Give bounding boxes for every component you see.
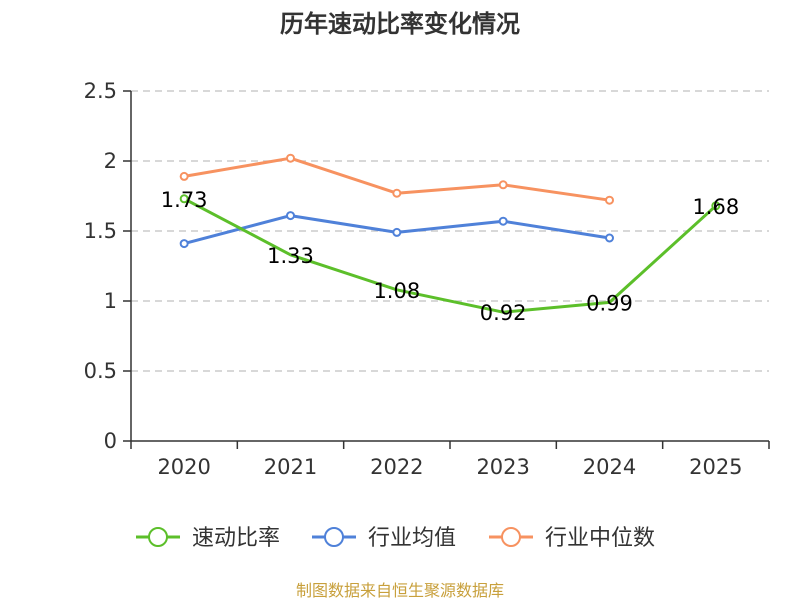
legend[interactable]: 速动比率 行业均值 行业中位数 (136, 526, 655, 551)
data-point (498, 180, 508, 190)
data-point (605, 195, 614, 205)
data-labels: 1.73 1.33 1.08 0.92 0.99 1.68 (161, 188, 739, 325)
y-tick-label: 1.5 (84, 219, 117, 243)
tick-labels: 0 0.5 1 1.5 2 2.5 2020 2021 2022 2023 2024 2025 (84, 79, 743, 479)
x-tick-label: 2025 (689, 455, 742, 479)
data-point (286, 153, 295, 163)
data-point (179, 239, 189, 249)
y-tick-label: 0 (104, 429, 117, 453)
data-point (392, 227, 402, 237)
series-line-0 (183, 197, 717, 314)
x-tick-label: 2021 (264, 455, 317, 479)
chart-title: 历年速动比率变化情况 (280, 10, 520, 38)
data-label: 0.92 (480, 301, 527, 325)
data-label: 1.08 (373, 279, 420, 303)
legend-item-2[interactable]: 行业中位数 (489, 526, 655, 551)
data-point (392, 188, 402, 198)
axes (123, 90, 770, 449)
source-note: 制图数据来自恒生聚源数据库 (296, 581, 504, 600)
data-point (179, 171, 189, 181)
legend-label: 行业中位数 (545, 526, 655, 551)
y-tick-label: 2 (104, 149, 117, 173)
y-tick-label: 2.5 (84, 79, 117, 103)
x-tick-label: 2024 (583, 455, 636, 479)
data-point (498, 216, 508, 226)
legend-marker (501, 527, 521, 547)
data-label: 1.68 (692, 195, 739, 219)
legend-marker (148, 527, 168, 547)
data-label: 0.99 (586, 291, 633, 315)
data-point (179, 194, 189, 204)
x-tick-label: 2020 (157, 455, 210, 479)
data-label: 1.73 (161, 188, 208, 212)
x-tick-label: 2023 (476, 455, 529, 479)
data-label: 1.33 (267, 244, 314, 268)
y-tick-label: 0.5 (84, 359, 117, 383)
y-tick-label: 1 (104, 289, 117, 313)
series-lines (179, 153, 721, 314)
data-point (711, 201, 721, 211)
data-point (605, 233, 614, 243)
legend-label: 速动比率 (192, 526, 280, 551)
legend-marker (324, 527, 344, 547)
x-tick-label: 2022 (370, 455, 423, 479)
legend-item-1[interactable]: 行业均值 (312, 526, 456, 551)
data-point (286, 211, 295, 221)
legend-label: 行业均值 (368, 526, 456, 551)
legend-item-0[interactable]: 速动比率 (136, 526, 280, 551)
